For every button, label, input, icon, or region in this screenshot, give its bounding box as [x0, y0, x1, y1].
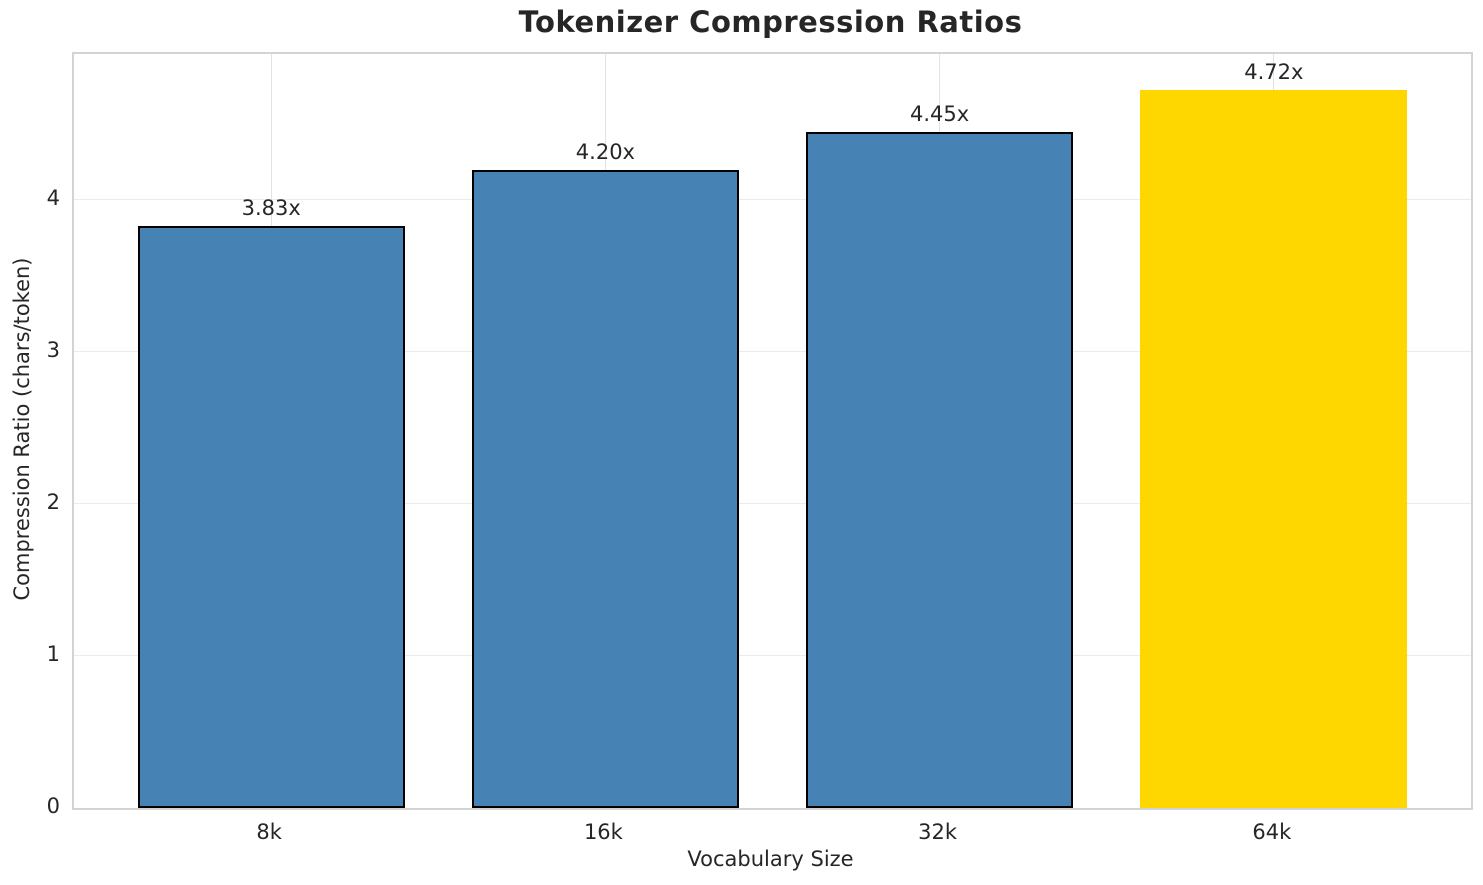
chart-title: Tokenizer Compression Ratios — [518, 5, 1023, 39]
bar-8k — [137, 225, 405, 808]
x-tick-label: 16k — [583, 820, 623, 844]
x-axis-label: Vocabulary Size — [687, 847, 854, 871]
h-gridline — [74, 503, 1471, 505]
bar-16k — [471, 169, 740, 808]
bar-value-label: 4.72x — [1244, 60, 1304, 85]
bar-32k — [805, 131, 1074, 808]
x-tick-label: 64k — [1252, 820, 1292, 844]
h-gridline — [74, 655, 1471, 657]
plot-area: 3.83x 4.20x 4.45x 4.72x — [72, 52, 1473, 810]
bar-value-label: 4.45x — [910, 101, 970, 126]
h-gridline — [74, 199, 1471, 201]
y-tick-label: 3 — [46, 337, 60, 362]
y-tick-label: 2 — [46, 489, 60, 514]
x-tick-label: 8k — [256, 820, 282, 844]
y-axis-label: Compression Ratio (chars/token) — [10, 257, 34, 601]
y-tick-label: 0 — [46, 794, 60, 818]
bar-value-label: 4.20x — [575, 139, 635, 164]
x-tick-label: 32k — [918, 820, 958, 844]
bar-64k — [1140, 90, 1408, 808]
y-tick-label: 1 — [46, 641, 60, 666]
bar-value-label: 3.83x — [241, 195, 301, 220]
h-gridline — [74, 351, 1471, 353]
y-tick-label: 4 — [46, 185, 60, 210]
